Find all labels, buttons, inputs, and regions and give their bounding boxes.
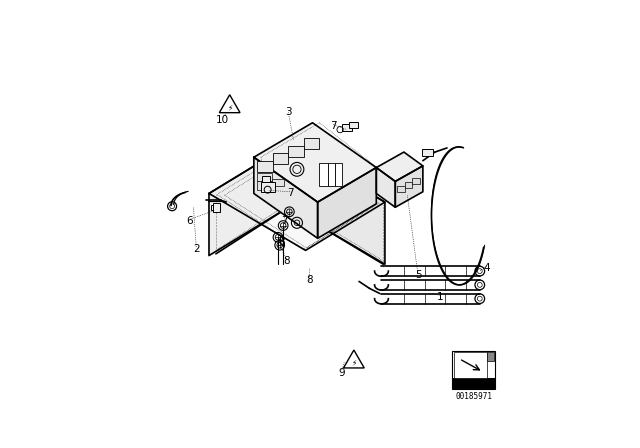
- Text: 7: 7: [330, 121, 337, 130]
- FancyBboxPatch shape: [304, 138, 319, 149]
- Text: 8: 8: [278, 237, 285, 247]
- Text: 2: 2: [193, 244, 200, 254]
- Polygon shape: [317, 168, 376, 238]
- Text: 7: 7: [282, 216, 288, 226]
- Text: 5: 5: [415, 270, 422, 280]
- Polygon shape: [254, 157, 317, 238]
- Polygon shape: [289, 145, 385, 264]
- FancyBboxPatch shape: [349, 122, 358, 128]
- FancyBboxPatch shape: [213, 203, 220, 212]
- Bar: [452, 379, 495, 389]
- Text: 9: 9: [339, 368, 345, 378]
- Text: 00185971: 00185971: [455, 392, 492, 401]
- Polygon shape: [254, 123, 376, 202]
- Text: ⚡: ⚡: [351, 358, 356, 367]
- Bar: [452, 351, 495, 389]
- FancyBboxPatch shape: [342, 124, 352, 131]
- FancyBboxPatch shape: [397, 186, 404, 193]
- Text: 8: 8: [284, 256, 290, 266]
- FancyBboxPatch shape: [273, 153, 289, 164]
- FancyBboxPatch shape: [257, 173, 272, 181]
- FancyBboxPatch shape: [422, 149, 433, 156]
- Polygon shape: [209, 145, 385, 250]
- Polygon shape: [209, 145, 289, 255]
- FancyBboxPatch shape: [335, 163, 342, 185]
- FancyBboxPatch shape: [412, 178, 420, 184]
- Text: 10: 10: [216, 115, 229, 125]
- Polygon shape: [376, 152, 423, 181]
- FancyBboxPatch shape: [404, 182, 412, 188]
- Text: 6: 6: [187, 216, 193, 226]
- FancyBboxPatch shape: [262, 176, 270, 182]
- Polygon shape: [376, 168, 396, 207]
- Text: 4: 4: [483, 263, 490, 273]
- Polygon shape: [396, 166, 423, 207]
- FancyBboxPatch shape: [211, 204, 214, 210]
- Text: ⚡: ⚡: [227, 103, 232, 112]
- Polygon shape: [220, 95, 240, 113]
- FancyBboxPatch shape: [257, 181, 272, 190]
- FancyBboxPatch shape: [272, 179, 284, 185]
- FancyBboxPatch shape: [257, 161, 273, 172]
- FancyBboxPatch shape: [260, 182, 275, 193]
- Polygon shape: [344, 350, 364, 368]
- Text: 1: 1: [436, 292, 444, 302]
- Polygon shape: [454, 352, 486, 378]
- FancyBboxPatch shape: [328, 163, 335, 185]
- Polygon shape: [486, 352, 493, 361]
- FancyBboxPatch shape: [319, 163, 328, 185]
- Text: 8: 8: [307, 276, 313, 285]
- Text: 3: 3: [285, 107, 292, 117]
- Text: 7: 7: [287, 188, 293, 198]
- FancyBboxPatch shape: [289, 146, 304, 156]
